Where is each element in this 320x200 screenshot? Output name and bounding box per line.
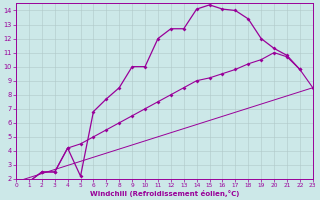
X-axis label: Windchill (Refroidissement éolien,°C): Windchill (Refroidissement éolien,°C) <box>90 190 239 197</box>
